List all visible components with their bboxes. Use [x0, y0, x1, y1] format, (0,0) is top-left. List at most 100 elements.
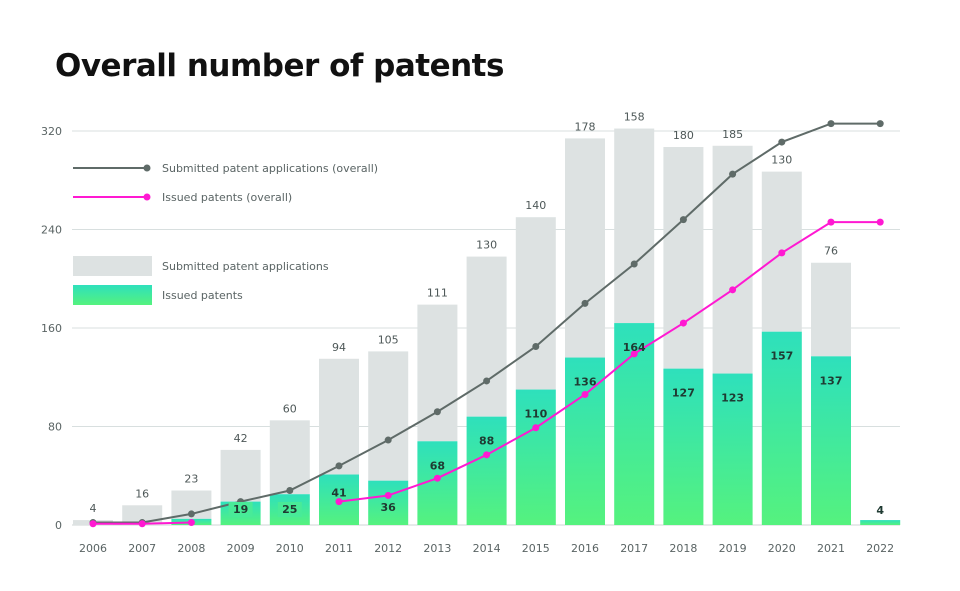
- y-tick-label: 80: [48, 421, 62, 434]
- bar-submitted: [565, 138, 605, 357]
- bar-issued: [467, 417, 507, 525]
- bar-label-submitted: 130: [771, 154, 792, 167]
- bar-submitted: [516, 217, 556, 389]
- legend-label: Issued patents (overall): [162, 191, 292, 204]
- issued-overall-point: [778, 249, 785, 256]
- issued-overall-point: [483, 451, 490, 458]
- bar-label-issued: 127: [672, 387, 695, 400]
- bar-submitted: [319, 359, 359, 475]
- bar-label-submitted: 76: [824, 245, 838, 258]
- issued-overall-point: [729, 286, 736, 293]
- bar-issued: [860, 520, 900, 525]
- bar-label-submitted: 60: [283, 402, 297, 415]
- y-tick-label: 0: [55, 519, 62, 532]
- bar-label-submitted: 4: [90, 502, 97, 515]
- bar-label-submitted: 42: [234, 432, 248, 445]
- issued-overall-point: [582, 391, 589, 398]
- x-tick-label: 2020: [768, 542, 796, 555]
- bar-label-submitted: 130: [476, 239, 497, 252]
- bar-label-submitted: 23: [184, 473, 198, 486]
- legend-label: Submitted patent applications (overall): [162, 162, 378, 175]
- legend-label: Submitted patent applications: [162, 260, 329, 273]
- bar-label-issued: 36: [381, 501, 397, 514]
- bar-label-submitted: 178: [575, 120, 596, 133]
- x-tick-label: 2007: [128, 542, 156, 555]
- bar-label-issued: 25: [282, 503, 297, 516]
- bar-submitted: [467, 257, 507, 417]
- x-tick-label: 2012: [374, 542, 402, 555]
- issued-overall-point: [188, 519, 195, 526]
- x-tick-label: 2010: [276, 542, 304, 555]
- issued-overall-point: [139, 520, 146, 527]
- submitted-overall-point: [631, 260, 638, 267]
- bar-label-issued: 19: [233, 503, 248, 516]
- bar-submitted: [811, 263, 851, 357]
- submitted-overall-point: [729, 171, 736, 178]
- bar-label-submitted: 185: [722, 128, 743, 141]
- submitted-overall-point: [778, 139, 785, 146]
- bar-label-issued: 41: [331, 487, 346, 500]
- bar-submitted: [614, 129, 654, 324]
- bar-label-issued: 137: [820, 374, 843, 387]
- y-tick-label: 160: [41, 322, 62, 335]
- x-tick-label: 2014: [473, 542, 501, 555]
- x-tick-label: 2013: [423, 542, 451, 555]
- bar-label-issued: 110: [524, 408, 547, 421]
- bar-label-submitted: 16: [135, 487, 149, 500]
- issued-overall-point: [90, 520, 97, 527]
- submitted-overall-point: [483, 377, 490, 384]
- legend-swatch-issued: [73, 285, 152, 305]
- x-tick-label: 2011: [325, 542, 353, 555]
- y-tick-label: 320: [41, 125, 62, 138]
- legend-dot-issued-overall: [144, 194, 151, 201]
- submitted-overall-point: [188, 510, 195, 517]
- bar-submitted: [368, 351, 408, 480]
- x-tick-label: 2009: [227, 542, 255, 555]
- bar-label-submitted: 105: [378, 333, 399, 346]
- x-tick-label: 2019: [719, 542, 747, 555]
- legend-label: Issued patents: [162, 289, 243, 302]
- bar-label-issued: 123: [721, 392, 744, 405]
- submitted-overall-point: [434, 408, 441, 415]
- bar-label-submitted: 111: [427, 287, 448, 300]
- bar-submitted: [713, 146, 753, 374]
- bar-label-submitted: 158: [624, 111, 645, 124]
- bar-label-submitted: 140: [525, 199, 546, 212]
- x-tick-label: 2021: [817, 542, 845, 555]
- bar-label-submitted: 94: [332, 341, 346, 354]
- bar-label-submitted: 180: [673, 129, 694, 142]
- x-tick-label: 2022: [866, 542, 894, 555]
- submitted-overall-point: [532, 343, 539, 350]
- issued-overall-point: [385, 492, 392, 499]
- bar-submitted: [663, 147, 703, 369]
- issued-overall-point: [434, 475, 441, 482]
- bar-label-issued: 68: [430, 459, 445, 472]
- legend-swatch-submitted: [73, 256, 152, 276]
- bar-label-issued: 136: [574, 376, 597, 389]
- issued-overall-point: [532, 424, 539, 431]
- bar-label-issued: 88: [479, 435, 494, 448]
- legend-dot-submitted-overall: [144, 165, 151, 172]
- submitted-overall-point: [582, 300, 589, 307]
- submitted-overall-point: [385, 437, 392, 444]
- x-tick-label: 2008: [177, 542, 205, 555]
- x-tick-label: 2006: [79, 542, 107, 555]
- issued-overall-point: [680, 320, 687, 327]
- x-tick-label: 2016: [571, 542, 599, 555]
- submitted-overall-point: [680, 216, 687, 223]
- bar-label-issued: 164: [623, 341, 646, 354]
- submitted-overall-point: [828, 120, 835, 127]
- bar-label-issued: 157: [770, 350, 793, 363]
- bar-label-issued: 4: [876, 504, 884, 517]
- y-tick-label: 240: [41, 224, 62, 237]
- submitted-overall-point: [877, 120, 884, 127]
- bar-submitted: [221, 450, 261, 502]
- submitted-overall-point: [286, 487, 293, 494]
- issued-overall-point: [877, 219, 884, 226]
- x-tick-label: 2017: [620, 542, 648, 555]
- x-tick-label: 2015: [522, 542, 550, 555]
- issued-overall-point: [828, 219, 835, 226]
- submitted-overall-point: [336, 462, 343, 469]
